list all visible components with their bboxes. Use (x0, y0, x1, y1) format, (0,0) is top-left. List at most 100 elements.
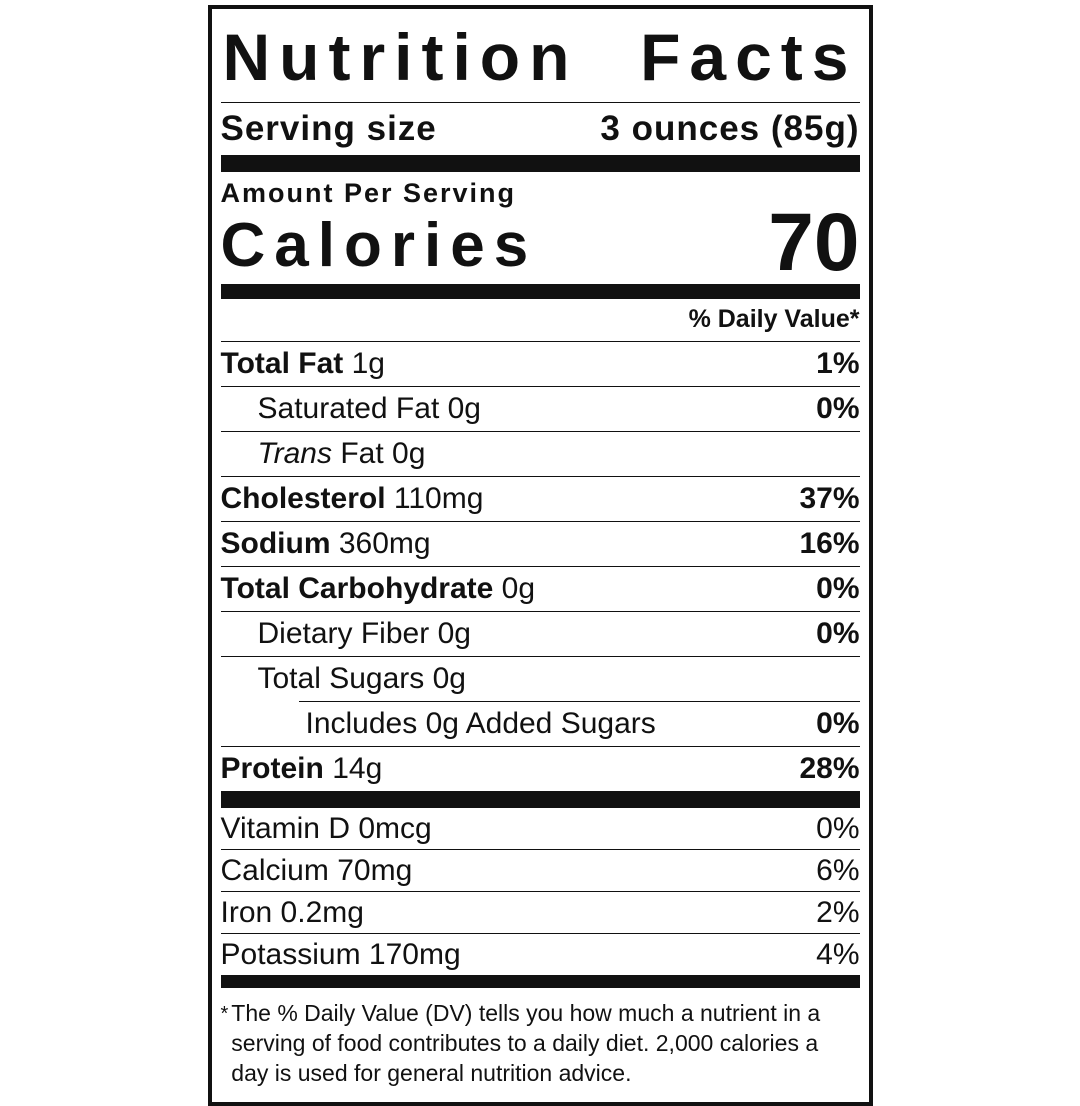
calories-value: 70 (768, 197, 860, 288)
nutrient-name: Protein (220, 751, 324, 785)
nutrient-name-and-amount: Total Carbohydrate 0g (221, 572, 536, 605)
row-divider (220, 655, 860, 657)
label-title: Nutrition Facts (221, 9, 860, 102)
nutrient-row-trans-fat: Trans Fat 0g (221, 432, 860, 476)
nutrient-dv: 0% (816, 571, 860, 605)
nutrient-name: Sodium (220, 526, 331, 560)
nutrient-name-and-amount: Saturated Fat 0g (221, 392, 482, 425)
nutrient-amount: 360mg (338, 526, 431, 560)
divider-under-title (220, 102, 860, 103)
nutrient-row-dietary-fiber: Dietary Fiber 0g 0% (221, 612, 860, 656)
nutrient-name-italic: Trans (257, 436, 332, 470)
thick-bar-above-micronutrients (220, 790, 860, 808)
micronutrient-row-potassium: Potassium 170mg 4% (221, 934, 860, 975)
thick-bar-above-calories (220, 155, 860, 172)
micronutrient-name: Potassium (220, 937, 361, 971)
row-divider (220, 745, 860, 747)
nutrient-dv: 28% (799, 751, 860, 785)
micronutrient-dv: 0% (816, 811, 860, 845)
micronutrient-dv: 6% (816, 853, 860, 887)
nutrient-row-total-fat: Total Fat 1g 1% (221, 342, 860, 386)
footnote-line-1: The % Daily Value (DV) tells you how muc… (231, 999, 821, 1026)
nutrient-name-and-amount: Includes 0g Added Sugars (221, 707, 656, 740)
nutrient-row-protein: Protein 14g 28% (221, 747, 860, 791)
nutrient-amount: 14g (332, 751, 383, 785)
nutrient-row-sodium: Sodium 360mg 16% (221, 522, 860, 566)
page: Nutrition Facts Serving size 3 ounces (8… (207, 5, 873, 1106)
micronutrient-dv: 2% (816, 895, 860, 929)
divider-under-dv-header (220, 340, 860, 342)
calories-label: Calories (220, 211, 538, 281)
row-divider (220, 520, 860, 522)
nutrient-amount: 0g (447, 391, 481, 425)
micronutrient-name: Iron (220, 895, 273, 929)
serving-size-label: Serving size (220, 109, 437, 148)
nutrient-amount: 0g (437, 616, 471, 650)
nutrient-row-added-sugars: Includes 0g Added Sugars 0% (221, 702, 860, 746)
footnote-line-2: serving of food contributes to a daily d… (231, 1029, 819, 1056)
row-divider (220, 932, 860, 934)
indented-row-divider (298, 700, 860, 702)
nutrient-row-total-carbohydrate: Total Carbohydrate 0g 0% (221, 567, 860, 611)
nutrient-name: Total Carbohydrate (220, 571, 494, 605)
micronutrient-name-and-amount: Iron 0.2mg (221, 896, 364, 929)
serving-size-value: 3 ounces (85g) (600, 109, 860, 148)
nutrient-name-and-amount: Sodium 360mg (221, 527, 431, 560)
row-divider (220, 848, 860, 850)
nutrient-dv: 0% (816, 391, 860, 425)
micronutrients-section: Vitamin D 0mcg 0% Calcium 70mg 6% Iron 0… (220, 808, 860, 975)
footnote: * The % Daily Value (DV) tells you how m… (221, 988, 860, 1102)
micronutrient-amount: 0.2mg (280, 895, 364, 929)
nutrient-dv: 0% (816, 706, 860, 740)
row-divider (220, 565, 860, 567)
nutrient-name: Includes 0g Added Sugars (305, 706, 656, 740)
footnote-line-3: day is used for general nutrition advice… (231, 1059, 632, 1086)
micronutrient-dv: 4% (816, 937, 860, 971)
nutrient-name: Cholesterol (220, 481, 386, 515)
micronutrient-name: Vitamin D (220, 811, 351, 845)
nutrient-name: Dietary Fiber (257, 616, 430, 650)
title-word-nutrition: Nutrition (222, 20, 579, 94)
micronutrient-amount: 70mg (337, 853, 413, 887)
title-word-facts: Facts (640, 20, 858, 94)
row-divider (220, 610, 860, 612)
micronutrient-row-vitamin-d: Vitamin D 0mcg 0% (221, 808, 860, 849)
daily-value-header: % Daily Value* (688, 305, 860, 334)
nutrient-name: Saturated Fat (257, 391, 440, 425)
nutrient-amount: 0g (501, 571, 536, 605)
micronutrient-amount: 170mg (368, 937, 461, 971)
nutrient-row-total-sugars: Total Sugars 0g (221, 657, 860, 701)
nutrient-dv: 16% (799, 526, 860, 560)
micronutrient-row-iron: Iron 0.2mg 2% (221, 892, 860, 933)
nutrient-amount: 1g (351, 346, 385, 380)
nutrient-name-and-amount: Protein 14g (221, 752, 383, 785)
row-divider (220, 385, 860, 387)
nutrition-facts-label: Nutrition Facts Serving size 3 ounces (8… (207, 5, 873, 1106)
micronutrient-name-and-amount: Vitamin D 0mcg (221, 812, 432, 845)
nutrient-amount: 110mg (393, 481, 484, 515)
micronutrient-name-and-amount: Potassium 170mg (221, 938, 461, 971)
nutrient-name-and-amount: Cholesterol 110mg (221, 482, 484, 515)
calories-row: Calories 70 (220, 197, 860, 288)
nutrient-row-cholesterol: Cholesterol 110mg 37% (221, 477, 860, 521)
nutrient-dv: 37% (799, 481, 860, 515)
nutrient-amount: 0g (432, 661, 466, 695)
row-divider (220, 475, 860, 477)
serving-size-row: Serving size 3 ounces (85g) (221, 103, 860, 155)
nutrient-name-and-amount: Dietary Fiber 0g (221, 617, 471, 650)
micronutrient-name: Calcium (220, 853, 329, 887)
amount-per-serving-heading: Amount Per Serving (220, 178, 517, 208)
footnote-text: The % Daily Value (DV) tells you how muc… (231, 998, 859, 1088)
nutrient-row-saturated-fat: Saturated Fat 0g 0% (221, 387, 860, 431)
row-divider (220, 430, 860, 432)
nutrient-name-and-amount: Total Fat 1g (221, 347, 386, 380)
micronutrient-row-calcium: Calcium 70mg 6% (221, 850, 860, 891)
nutrient-name: Total Sugars (257, 661, 425, 695)
bar-under-calories (220, 284, 860, 300)
nutrient-name-and-amount: Total Sugars 0g (221, 662, 466, 695)
footnote-asterisk: * (220, 1002, 229, 1025)
nutrient-name-and-amount: Trans Fat 0g (221, 437, 426, 470)
micronutrient-amount: 0mcg (358, 811, 432, 845)
micronutrient-name-and-amount: Calcium 70mg (221, 854, 413, 887)
nutrient-name: Fat (340, 436, 384, 470)
